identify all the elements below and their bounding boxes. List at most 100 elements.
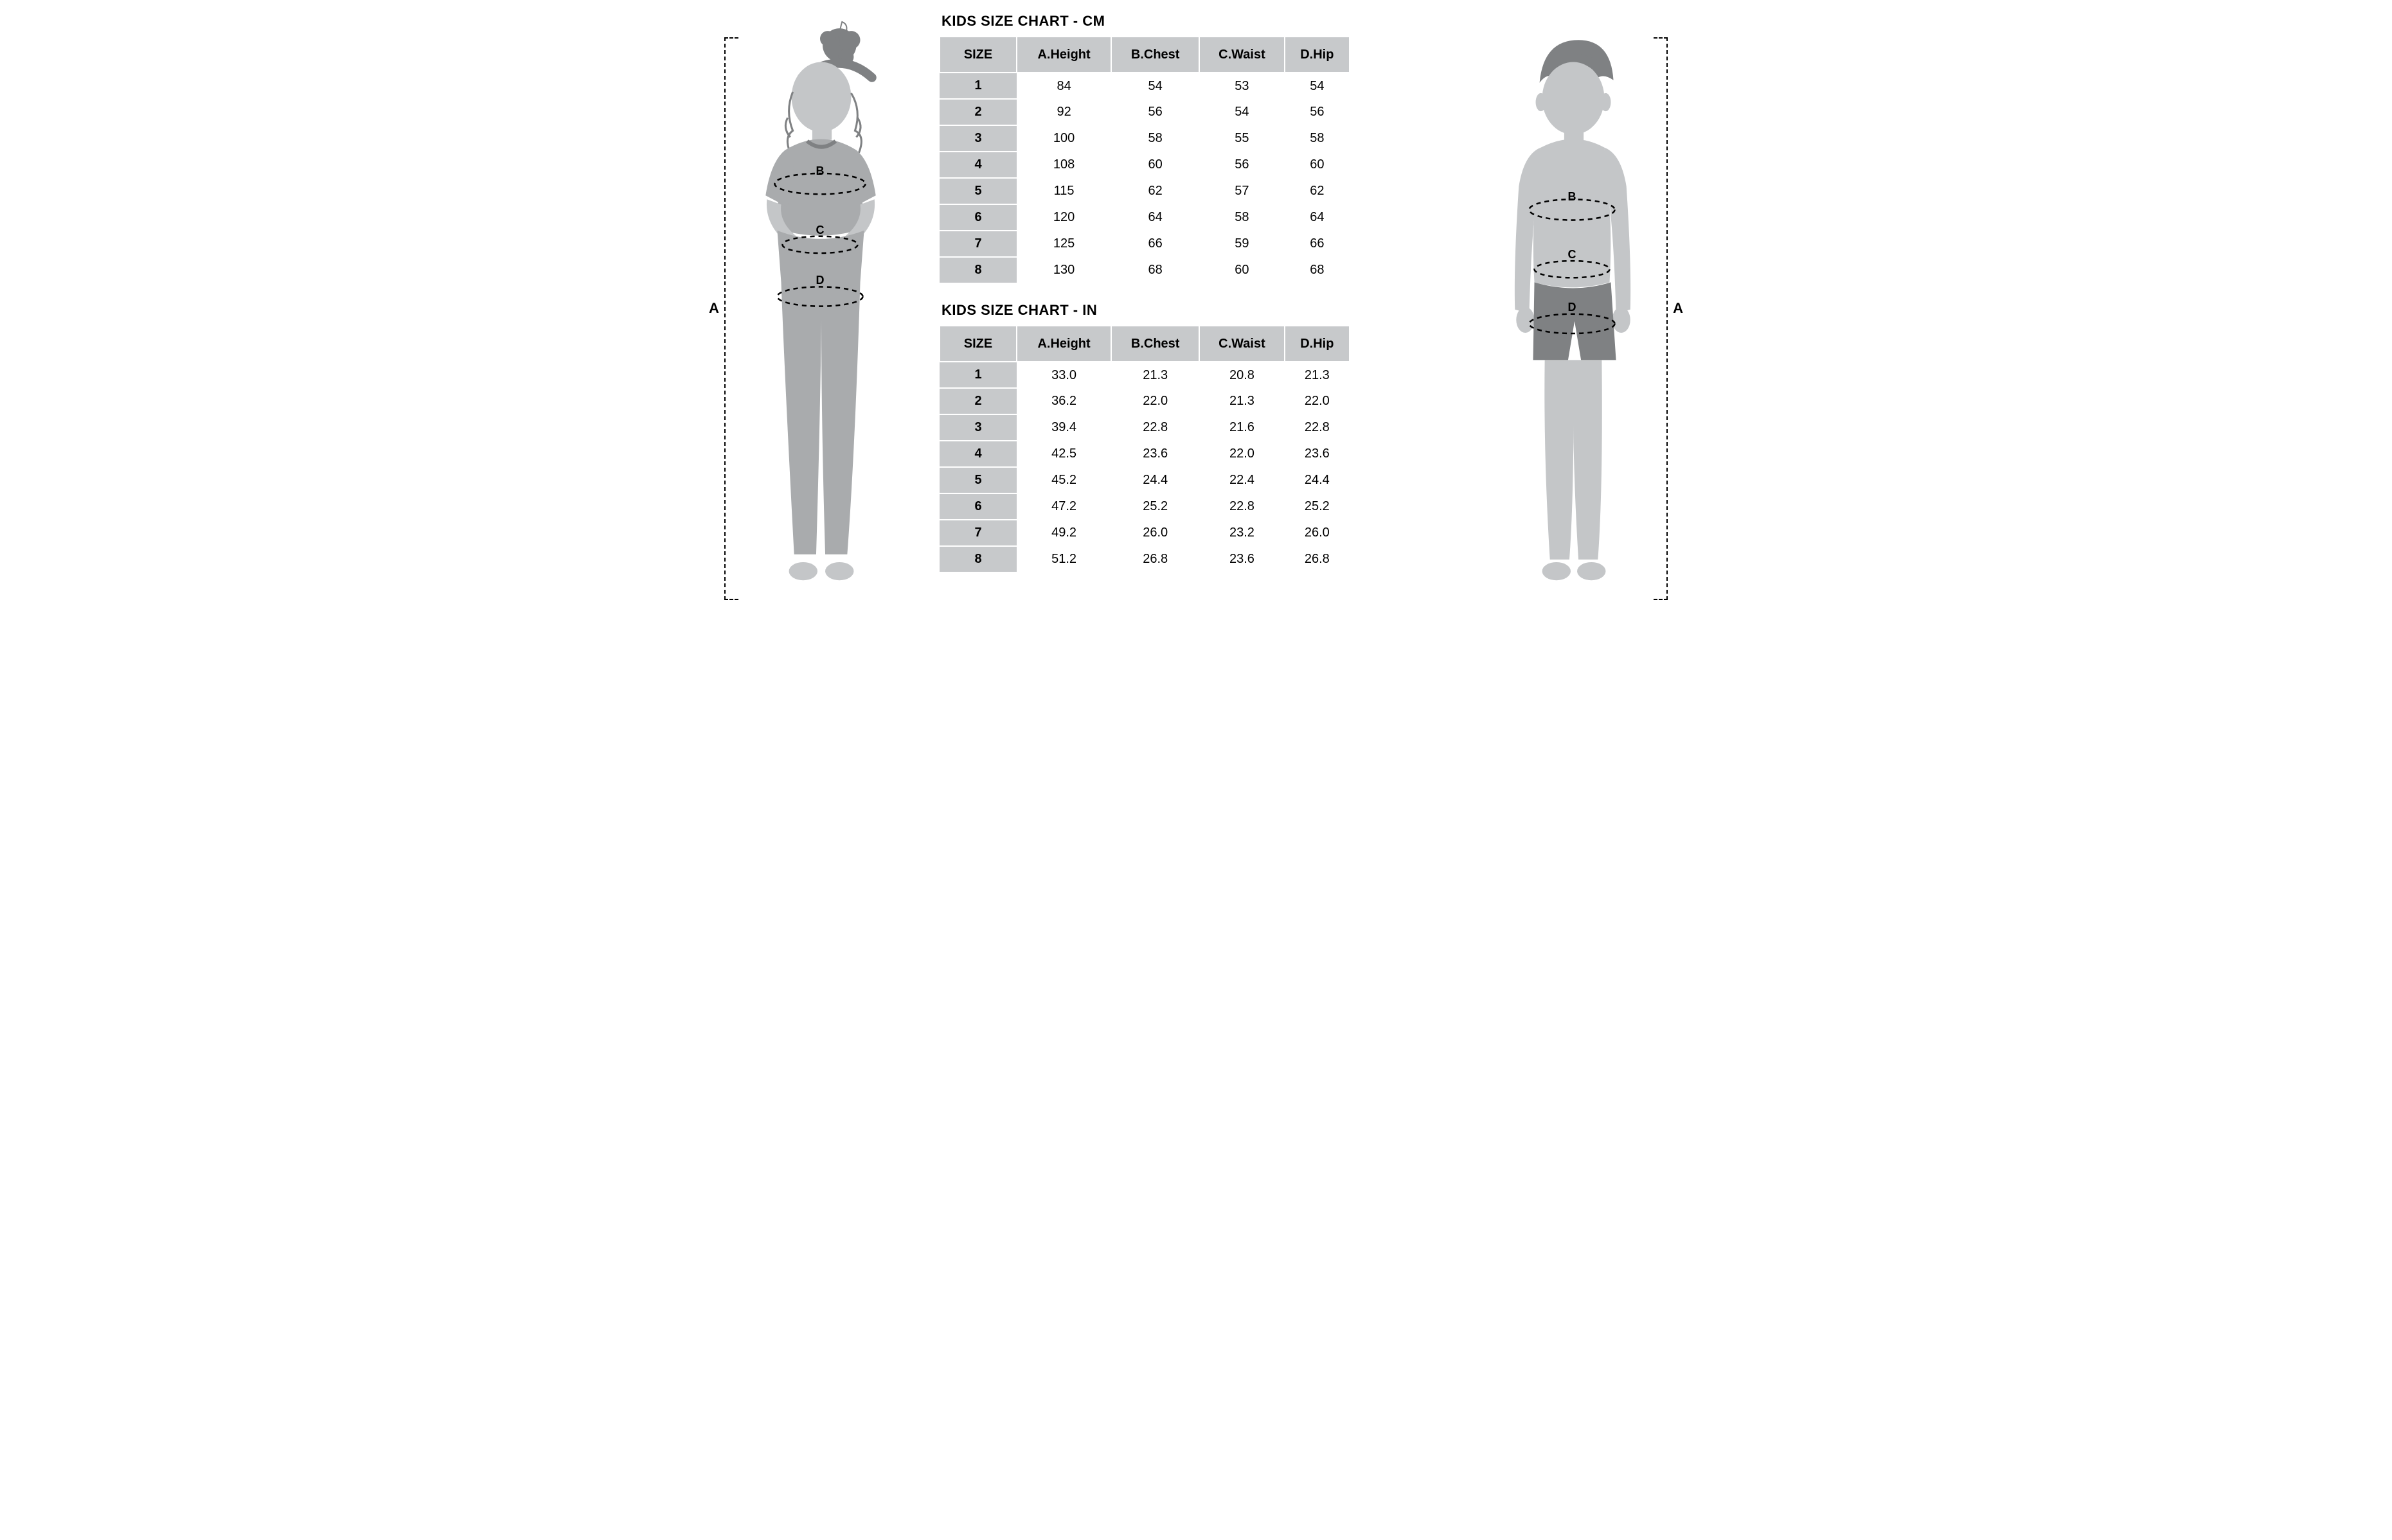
value-cell: 22.0 <box>1199 441 1284 467</box>
size-cell: 7 <box>940 520 1017 546</box>
table-row: 851.226.823.626.8 <box>940 546 1350 572</box>
value-cell: 54 <box>1111 73 1199 99</box>
in-col-height: A.Height <box>1017 326 1111 362</box>
value-cell: 60 <box>1285 152 1350 178</box>
label-D-boy: D <box>1568 301 1576 314</box>
table-row: 8130686068 <box>940 257 1350 283</box>
value-cell: 57 <box>1199 178 1284 204</box>
girl-figure-panel: A <box>720 13 920 604</box>
table-row: 184545354 <box>940 73 1350 99</box>
in-header-row: SIZE A.Height B.Chest C.Waist D.Hip <box>940 326 1350 362</box>
value-cell: 22.8 <box>1285 414 1350 441</box>
value-cell: 120 <box>1017 204 1111 231</box>
label-A-right: A <box>1673 300 1683 317</box>
label-A-left: A <box>709 300 719 317</box>
value-cell: 53 <box>1199 73 1284 99</box>
value-cell: 22.8 <box>1111 414 1199 441</box>
value-cell: 21.3 <box>1199 388 1284 414</box>
value-cell: 26.8 <box>1111 546 1199 572</box>
cm-col-size: SIZE <box>940 37 1017 73</box>
value-cell: 39.4 <box>1017 414 1111 441</box>
value-cell: 108 <box>1017 152 1111 178</box>
value-cell: 66 <box>1111 231 1199 257</box>
size-cell: 2 <box>940 99 1017 125</box>
table-row: 545.224.422.424.4 <box>940 467 1350 493</box>
label-B-boy: B <box>1568 190 1576 204</box>
table-row: 647.225.222.825.2 <box>940 493 1350 520</box>
boy-figure-panel: A <box>1472 13 1672 604</box>
cm-header-row: SIZE A.Height B.Chest C.Waist D.Hip <box>940 37 1350 73</box>
value-cell: 56 <box>1285 99 1350 125</box>
height-bracket-left <box>724 37 738 600</box>
size-cell: 4 <box>940 441 1017 467</box>
value-cell: 56 <box>1111 99 1199 125</box>
value-cell: 24.4 <box>1111 467 1199 493</box>
value-cell: 51.2 <box>1017 546 1111 572</box>
size-cell: 1 <box>940 73 1017 99</box>
table-row: 749.226.023.226.0 <box>940 520 1350 546</box>
value-cell: 64 <box>1111 204 1199 231</box>
value-cell: 84 <box>1017 73 1111 99</box>
size-cell: 5 <box>940 178 1017 204</box>
value-cell: 58 <box>1285 125 1350 152</box>
table-row: 7125665966 <box>940 231 1350 257</box>
size-cell: 1 <box>940 362 1017 388</box>
value-cell: 92 <box>1017 99 1111 125</box>
label-D-girl: D <box>816 274 825 287</box>
label-C-boy: C <box>1568 248 1576 261</box>
height-bracket-right <box>1654 37 1668 600</box>
value-cell: 130 <box>1017 257 1111 283</box>
value-cell: 23.6 <box>1111 441 1199 467</box>
value-cell: 68 <box>1285 257 1350 283</box>
value-cell: 100 <box>1017 125 1111 152</box>
value-cell: 58 <box>1111 125 1199 152</box>
value-cell: 33.0 <box>1017 362 1111 388</box>
size-cell: 3 <box>940 125 1017 152</box>
table-row: 339.422.821.622.8 <box>940 414 1350 441</box>
value-cell: 45.2 <box>1017 467 1111 493</box>
in-col-waist: C.Waist <box>1199 326 1284 362</box>
value-cell: 60 <box>1199 257 1284 283</box>
table-row: 442.523.622.023.6 <box>940 441 1350 467</box>
value-cell: 23.6 <box>1285 441 1350 467</box>
value-cell: 59 <box>1199 231 1284 257</box>
value-cell: 25.2 <box>1285 493 1350 520</box>
value-cell: 66 <box>1285 231 1350 257</box>
value-cell: 26.0 <box>1111 520 1199 546</box>
size-cell: 6 <box>940 204 1017 231</box>
size-cell: 8 <box>940 257 1017 283</box>
table-row: 4108605660 <box>940 152 1350 178</box>
cm-col-height: A.Height <box>1017 37 1111 73</box>
value-cell: 20.8 <box>1199 362 1284 388</box>
cm-col-chest: B.Chest <box>1111 37 1199 73</box>
value-cell: 21.3 <box>1111 362 1199 388</box>
in-col-chest: B.Chest <box>1111 326 1199 362</box>
value-cell: 56 <box>1199 152 1284 178</box>
value-cell: 36.2 <box>1017 388 1111 414</box>
size-cell: 4 <box>940 152 1017 178</box>
table-row: 5115625762 <box>940 178 1350 204</box>
value-cell: 21.3 <box>1285 362 1350 388</box>
cm-table-title: KIDS SIZE CHART - CM <box>942 13 1453 30</box>
value-cell: 60 <box>1111 152 1199 178</box>
size-cell: 3 <box>940 414 1017 441</box>
size-cell: 8 <box>940 546 1017 572</box>
value-cell: 47.2 <box>1017 493 1111 520</box>
table-row: 133.021.320.821.3 <box>940 362 1350 388</box>
value-cell: 42.5 <box>1017 441 1111 467</box>
value-cell: 24.4 <box>1285 467 1350 493</box>
value-cell: 26.0 <box>1285 520 1350 546</box>
in-col-size: SIZE <box>940 326 1017 362</box>
value-cell: 23.2 <box>1199 520 1284 546</box>
value-cell: 54 <box>1285 73 1350 99</box>
table-row: 236.222.021.322.0 <box>940 388 1350 414</box>
value-cell: 21.6 <box>1199 414 1284 441</box>
value-cell: 68 <box>1111 257 1199 283</box>
table-row: 3100585558 <box>940 125 1350 152</box>
size-chart-page: A <box>720 13 1672 604</box>
value-cell: 22.0 <box>1111 388 1199 414</box>
value-cell: 62 <box>1111 178 1199 204</box>
cm-col-hip: D.Hip <box>1285 37 1350 73</box>
value-cell: 22.0 <box>1285 388 1350 414</box>
size-cell: 5 <box>940 467 1017 493</box>
